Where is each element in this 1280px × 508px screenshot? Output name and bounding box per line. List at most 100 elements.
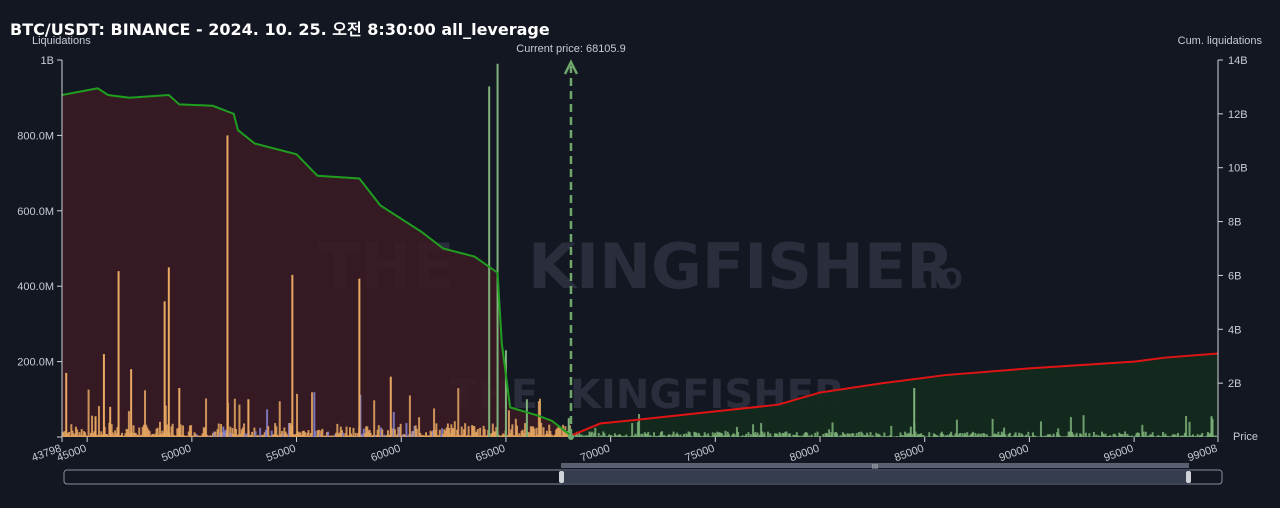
- liquidation-bar: [649, 435, 652, 437]
- x-tick-label: 95000: [1102, 443, 1135, 465]
- x-tick-label: 80000: [788, 443, 821, 465]
- liquidation-bar: [1174, 434, 1177, 437]
- liquidation-bar: [309, 433, 312, 437]
- liquidation-bar: [476, 428, 479, 437]
- liquidation-bar: [762, 434, 765, 437]
- liquidation-bar: [445, 427, 448, 437]
- liquidation-bar: [636, 422, 639, 437]
- liquidation-bar: [577, 435, 580, 437]
- range-navigator[interactable]: III: [63, 463, 1223, 485]
- liquidation-bar: [209, 435, 212, 437]
- liquidation-bar: [403, 434, 406, 437]
- liquidation-bar: [543, 435, 546, 437]
- liquidation-bar: [755, 434, 758, 437]
- liquidation-bar: [976, 434, 979, 437]
- liquidation-bar: [380, 427, 383, 437]
- liquidation-bar: [179, 424, 182, 437]
- liquidation-bar: [838, 436, 841, 437]
- liquidation-bar: [1134, 435, 1137, 437]
- liquidation-bar: [474, 432, 477, 437]
- liquidation-bar: [124, 433, 127, 437]
- liquidation-bar: [856, 436, 859, 437]
- liquidation-bar: [91, 415, 94, 437]
- liquidation-bar: [306, 432, 309, 437]
- liquidation-bar: [537, 401, 540, 437]
- liquidation-bar: [686, 435, 689, 437]
- liquidation-bar: [779, 433, 782, 437]
- liquidation-bar: [1137, 432, 1140, 437]
- liquidation-bar: [232, 433, 235, 437]
- liquidation-bar: [218, 432, 221, 437]
- liquidation-bar: [962, 435, 965, 437]
- liquidation-bar: [89, 432, 92, 437]
- liquidation-bar: [1186, 435, 1189, 437]
- liquidation-bar: [414, 425, 417, 437]
- liquidation-bar: [717, 432, 720, 437]
- liquidation-bar-large: [130, 369, 133, 437]
- liquidation-bar: [473, 426, 476, 437]
- liquidation-bar: [1004, 434, 1007, 437]
- liquidation-bar: [213, 431, 216, 437]
- liquidation-bar: [677, 434, 680, 437]
- liquidation-bar: [814, 432, 817, 437]
- liquidation-bar: [864, 435, 867, 437]
- liquidation-bar: [216, 429, 219, 437]
- x-tick-label: 50000: [160, 443, 193, 465]
- liquidation-bar: [287, 423, 290, 437]
- liquidation-bar: [800, 435, 803, 437]
- liquidation-bar: [1160, 436, 1163, 437]
- liquidation-bar: [822, 434, 825, 437]
- liquidation-bar: [328, 435, 331, 437]
- liquidation-bar: [1065, 436, 1068, 437]
- liquidation-bar: [802, 434, 805, 437]
- liquidation-bar: [1058, 434, 1061, 437]
- liquidation-bar: [513, 435, 516, 437]
- liquidation-bar: [338, 432, 341, 437]
- liquidation-bar: [608, 434, 611, 437]
- liquidation-bar: [289, 422, 292, 437]
- liquidation-bar: [846, 433, 849, 437]
- liquidation-bar: [107, 435, 110, 437]
- liquidation-bar: [173, 435, 176, 437]
- liquidation-bar: [467, 426, 470, 437]
- liquidation-bar: [997, 431, 1000, 437]
- liquidation-bar: [793, 434, 796, 437]
- liquidation-bar: [1197, 435, 1200, 437]
- liquidation-bar: [317, 429, 320, 437]
- liquidation-bar: [778, 432, 781, 437]
- liquidation-bar: [106, 434, 109, 437]
- liquidation-bar: [1158, 436, 1161, 437]
- liquidation-bar: [756, 432, 759, 437]
- liquidation-bar: [905, 434, 908, 437]
- liquidation-bar: [361, 433, 364, 437]
- liquidation-bar: [1125, 435, 1128, 437]
- liquidation-bar: [816, 431, 819, 437]
- liquidation-bar: [1201, 432, 1204, 437]
- liquidation-bar: [95, 434, 98, 437]
- liquidation-bar: [752, 424, 755, 437]
- liquidation-bar: [1147, 435, 1150, 437]
- liquidation-bar: [297, 431, 300, 437]
- liquidation-bar: [1061, 436, 1064, 437]
- liquidation-bar: [514, 418, 517, 437]
- liquidation-bar: [877, 433, 880, 437]
- liquidation-bar: [611, 436, 614, 437]
- liquidation-bar: [415, 428, 418, 437]
- liquidation-bar: [935, 435, 938, 437]
- liquidation-bar: [1014, 432, 1017, 437]
- liquidation-bar: [862, 435, 865, 437]
- liquidation-bar: [867, 435, 870, 437]
- liquidation-bar: [335, 432, 338, 437]
- liquidation-bar: [700, 436, 703, 437]
- liquidation-bar: [749, 434, 752, 437]
- liquidation-bar: [959, 433, 962, 437]
- liquidation-bar: [410, 434, 413, 437]
- liquidation-bar: [1076, 436, 1079, 437]
- liquidation-bar: [1190, 435, 1193, 437]
- liquidation-bar: [240, 429, 243, 437]
- liquidation-bar: [1191, 434, 1194, 437]
- liquidation-bar: [585, 435, 588, 437]
- liquidation-bar: [313, 392, 316, 437]
- liquidation-bar: [377, 425, 380, 437]
- liquidation-bar: [957, 435, 960, 437]
